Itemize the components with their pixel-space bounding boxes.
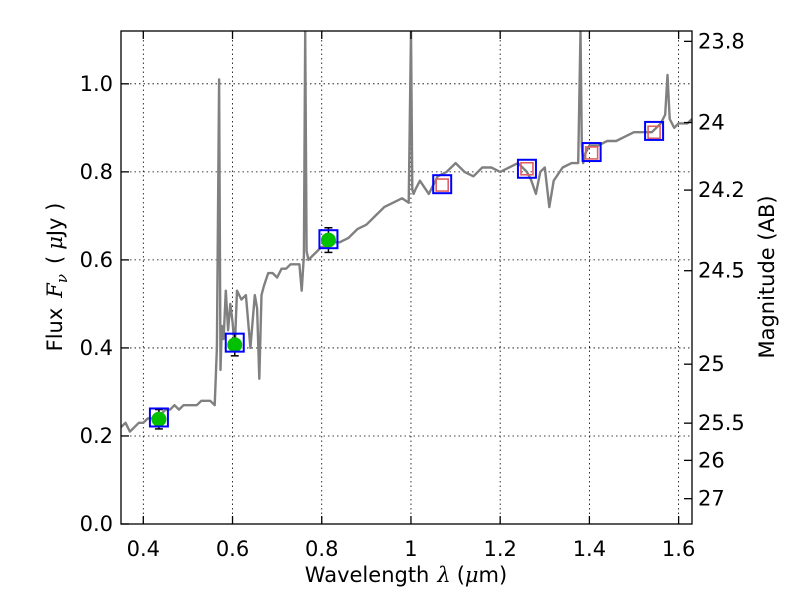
model-box [516,158,537,179]
y-tick-label: 0.4 [80,336,113,360]
spectrum-line [121,31,692,433]
x-tick-label: 1.2 [483,537,516,561]
model-box [148,407,169,428]
y-tick-label: 0.2 [80,424,113,448]
model-box [581,142,602,163]
x-tick-label: 0.6 [216,537,249,561]
mag-tick-label: 24 [698,111,725,135]
axis-ticks: 0.4 0.6 0.8 1 1.2 1.4 1.6 0.0 0.2 0.4 0.6 0.8 1.0 23.… [80,29,745,561]
x-tick-label: 1.6 [662,537,695,561]
y-tick-label: 0.6 [80,248,113,272]
spectrum-layer [121,31,692,433]
plot-frame [120,30,693,525]
model-box [224,332,245,353]
y-tick-label: 0.8 [80,160,113,184]
mag-tick-label: 26 [698,448,725,472]
observed-point [151,411,167,427]
x-tick-label: 0.8 [305,537,338,561]
y-tick-label: 0.0 [80,512,113,536]
model-box [318,229,339,250]
nir-point [435,178,449,192]
mag-tick-label: 27 [698,487,725,511]
mag-tick-label: 24.5 [698,259,745,283]
mag-tick-label: 25.5 [698,411,745,435]
y-tick-label: 1.0 [80,72,113,96]
mag-tick-label: 24.2 [698,178,745,202]
markers-layer [148,120,665,430]
nir-point [647,125,661,140]
nir-point [584,146,599,160]
x-tick-label: 1 [404,537,417,561]
nir-point [520,161,534,176]
y2-axis-title: Magnitude (AB) [755,195,779,358]
model-box [432,174,453,195]
x-tick-label: 1.4 [573,537,606,561]
mag-tick-label: 25 [698,352,725,376]
x-tick-label: 0.4 [127,537,160,561]
y-axis-title: FluxFν(μJy ) [43,203,71,352]
observed-point [320,232,336,248]
mag-tick-label: 23.8 [698,29,745,53]
x-axis-title: Wavelength λ (μm) [305,563,507,587]
observed-point [227,337,243,353]
model-box [644,120,665,141]
